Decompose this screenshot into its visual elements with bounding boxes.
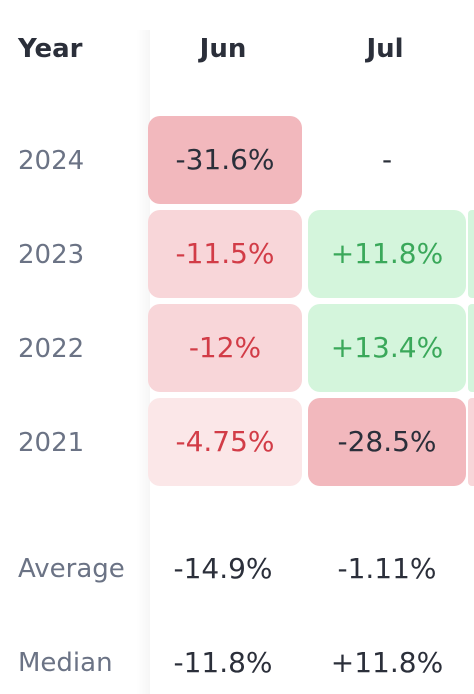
cell-2022-jun[interactable]: -12% [148, 304, 302, 392]
cell-2021-jul[interactable]: -28.5% [308, 398, 466, 486]
median-label: Median [18, 648, 113, 678]
row-label-2023: 2023 [18, 240, 85, 270]
cell-2023-jul[interactable]: +11.8% [308, 210, 466, 298]
average-label: Average [18, 554, 125, 584]
cell-2023-jun[interactable]: -11.5% [148, 210, 302, 298]
cell-2024-jun[interactable]: -31.6% [148, 116, 302, 204]
sticky-column-shadow [136, 30, 150, 694]
average-jun: -14.9% [173, 552, 273, 585]
month-header-jul: Jul [366, 34, 404, 64]
next-column-peek [468, 398, 474, 486]
median-jul: +11.8% [330, 646, 444, 679]
cell-2022-jul[interactable]: +13.4% [308, 304, 466, 392]
year-column-header: Year [18, 34, 83, 64]
month-header-jun: Jun [199, 34, 247, 64]
cell-2021-jun[interactable]: -4.75% [148, 398, 302, 486]
median-jun: -11.8% [173, 646, 273, 679]
cell-2024-jul[interactable]: - [381, 143, 393, 176]
row-label-2022: 2022 [18, 334, 85, 364]
row-label-2021: 2021 [18, 428, 85, 458]
next-column-peek [468, 304, 474, 392]
row-label-2024: 2024 [18, 146, 85, 176]
average-jul: -1.11% [337, 552, 437, 585]
next-column-peek [468, 210, 474, 298]
